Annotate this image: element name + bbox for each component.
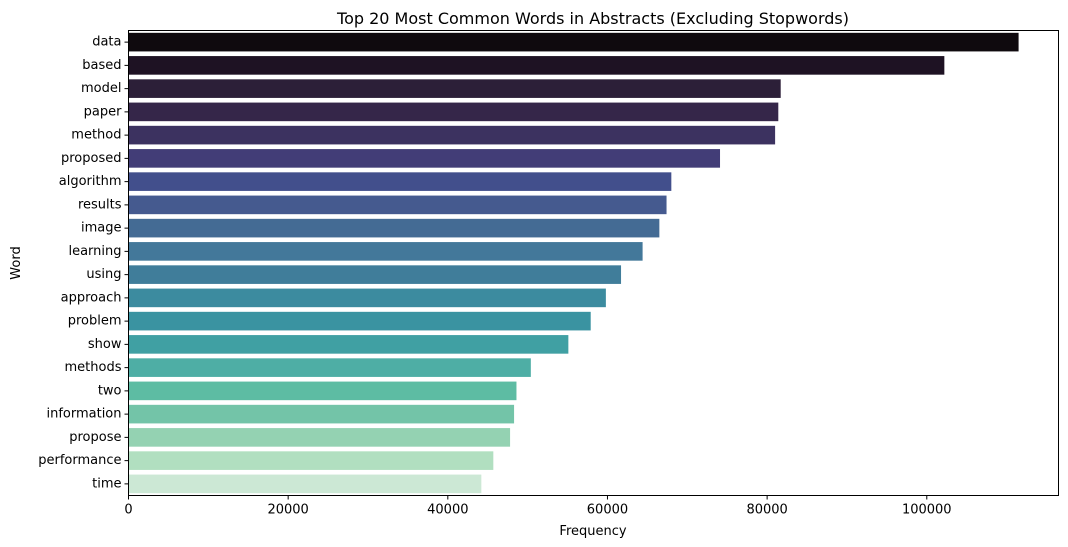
bar-data	[128, 32, 1019, 52]
bar-using	[128, 265, 622, 284]
y-tick-label: data	[92, 35, 121, 50]
x-tick-label: 80000	[746, 503, 787, 518]
bar-image	[128, 218, 660, 238]
x-axis-label: Frequency	[559, 524, 626, 539]
bar-problem	[128, 311, 591, 331]
bar-learning	[128, 242, 643, 261]
bar-algorithm	[128, 172, 672, 191]
y-tick-label: algorithm	[59, 174, 122, 189]
bar-time	[128, 474, 482, 494]
y-axis-ticks: data based model paper method proposed algorit…	[38, 35, 129, 491]
y-tick-label: approach	[61, 290, 122, 305]
bar-performance	[128, 451, 494, 470]
bar-two	[128, 381, 517, 401]
bar-show	[128, 335, 569, 354]
bar-paper	[128, 102, 779, 122]
y-tick-label: results	[78, 197, 122, 212]
y-tick-label: proposed	[61, 151, 122, 166]
x-tick-label: 20000	[267, 503, 308, 518]
y-tick-label: two	[98, 383, 122, 398]
y-tick-label: show	[88, 337, 122, 352]
bar-methods	[128, 358, 531, 377]
y-tick-label: image	[81, 221, 122, 236]
y-tick-label: information	[46, 407, 121, 422]
bar-model	[128, 79, 781, 98]
y-axis-label: Word	[9, 246, 24, 279]
chart-title: Top 20 Most Common Words in Abstracts (E…	[336, 9, 849, 28]
bar-approach	[128, 288, 606, 308]
y-tick-label: methods	[65, 360, 122, 375]
y-tick-label: paper	[84, 104, 122, 119]
y-tick-label: learning	[68, 244, 121, 259]
y-tick-label: model	[81, 81, 121, 96]
x-tick-label: 100000	[902, 503, 952, 518]
x-tick-label: 60000	[587, 503, 628, 518]
bars-group	[128, 32, 1019, 494]
y-tick-label: based	[82, 58, 121, 73]
y-tick-label: method	[71, 128, 121, 143]
bar-propose	[128, 428, 511, 447]
y-tick-label: propose	[69, 430, 121, 445]
bar-method	[128, 125, 776, 145]
x-tick-label: 0	[124, 503, 132, 518]
plot-frame	[128, 30, 1059, 496]
bar-information	[128, 404, 515, 424]
x-axis-ticks: 0 20000 40000 60000 80000 100000	[124, 495, 952, 518]
y-tick-label: using	[86, 267, 121, 282]
bar-results	[128, 195, 667, 215]
bar-proposed	[128, 149, 721, 168]
y-tick-label: time	[92, 476, 121, 491]
x-tick-label: 40000	[427, 503, 468, 518]
bar-based	[128, 56, 945, 75]
y-tick-label: performance	[38, 453, 121, 468]
y-tick-label: problem	[68, 314, 122, 329]
